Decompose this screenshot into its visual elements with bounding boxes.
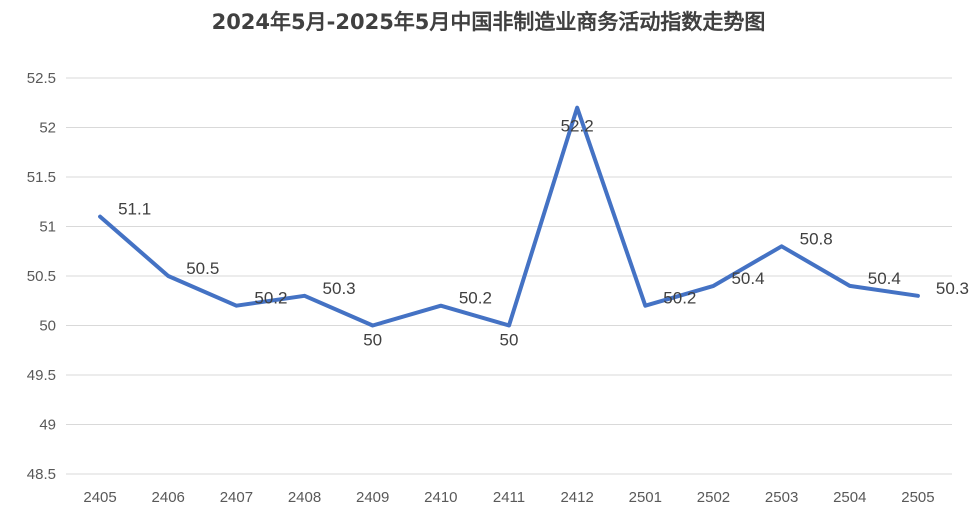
x-tick-label: 2410 xyxy=(424,489,457,506)
x-tick-label: 2502 xyxy=(697,489,730,506)
chart-title: 2024年5月-2025年5月中国非制造业商务活动指数走势图 xyxy=(211,10,766,34)
x-tick-label: 2503 xyxy=(765,489,798,506)
data-label: 50.3 xyxy=(323,279,356,298)
data-label: 50.2 xyxy=(254,289,287,308)
data-label: 50 xyxy=(363,331,382,350)
data-label: 52.2 xyxy=(561,117,594,136)
y-tick-label: 52 xyxy=(39,120,56,137)
x-tick-label: 2407 xyxy=(220,489,253,506)
data-label: 50.8 xyxy=(800,229,833,248)
data-label: 50.2 xyxy=(663,289,696,308)
x-tick-label: 2412 xyxy=(560,489,593,506)
x-tick-label: 2501 xyxy=(629,489,662,506)
series-polyline xyxy=(98,105,920,328)
series-line xyxy=(98,105,920,328)
data-labels: 51.1 50.5 50.2 50.3 50 50.2 50 52.2 50.2 50.4 50.8… xyxy=(118,117,969,350)
x-tick-label: 2405 xyxy=(83,489,116,506)
data-label: 51.1 xyxy=(118,200,151,219)
data-label: 50.4 xyxy=(731,269,764,288)
data-label: 50 xyxy=(500,331,519,350)
y-tick-label: 49.5 xyxy=(27,367,56,384)
y-tick-label: 51 xyxy=(39,219,56,236)
data-label: 50.4 xyxy=(868,269,901,288)
data-label: 50.5 xyxy=(186,259,219,278)
y-tick-label: 50.5 xyxy=(27,268,56,285)
x-tick-label: 2408 xyxy=(288,489,321,506)
y-tick-label: 52.5 xyxy=(27,70,56,87)
y-tick-label: 49 xyxy=(39,417,56,434)
x-tick-label: 2504 xyxy=(833,489,866,506)
data-label: 50.2 xyxy=(459,289,492,308)
x-tick-label: 2409 xyxy=(356,489,389,506)
x-axis: 2405 2406 2407 2408 2409 2410 2411 2412 2501 2502… xyxy=(83,489,934,506)
gridlines xyxy=(66,77,952,475)
y-tick-label: 51.5 xyxy=(27,169,56,186)
data-label: 50.3 xyxy=(936,279,969,298)
x-tick-label: 2406 xyxy=(152,489,185,506)
y-axis: 48.5 49 49.5 50 50.5 51 51.5 52 52.5 xyxy=(27,70,56,483)
x-tick-label: 2411 xyxy=(493,489,525,506)
y-tick-label: 48.5 xyxy=(27,466,56,483)
y-tick-label: 50 xyxy=(39,318,56,335)
x-tick-label: 2505 xyxy=(901,489,934,506)
